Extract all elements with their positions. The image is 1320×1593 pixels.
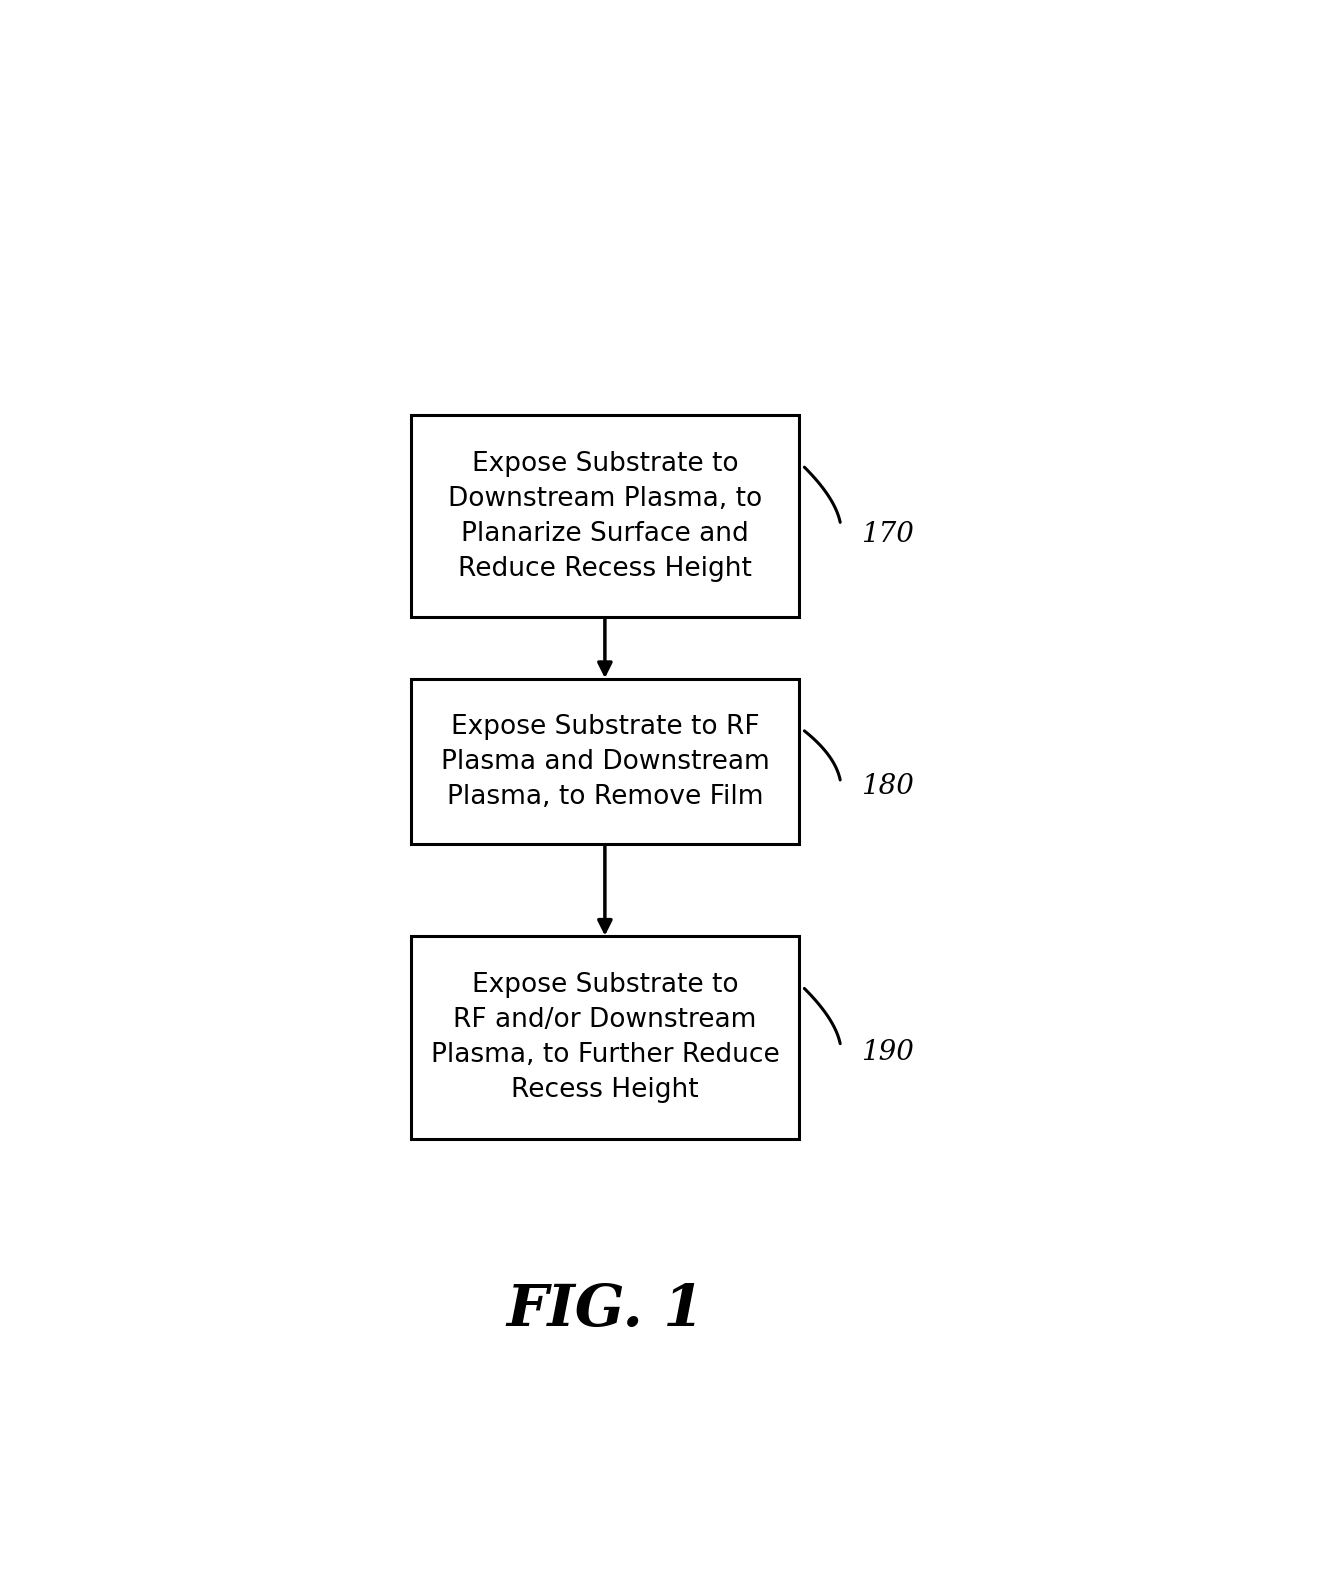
Text: FIG. 1: FIG. 1 <box>506 1282 704 1338</box>
Text: 180: 180 <box>861 773 913 800</box>
Text: Expose Substrate to
RF and/or Downstream
Plasma, to Further Reduce
Recess Height: Expose Substrate to RF and/or Downstream… <box>430 972 779 1102</box>
Text: 190: 190 <box>861 1039 913 1066</box>
FancyBboxPatch shape <box>411 679 800 844</box>
Text: 170: 170 <box>861 521 913 548</box>
FancyBboxPatch shape <box>411 937 800 1139</box>
FancyBboxPatch shape <box>411 416 800 618</box>
Text: Expose Substrate to
Downstream Plasma, to
Planarize Surface and
Reduce Recess He: Expose Substrate to Downstream Plasma, t… <box>447 451 762 581</box>
Text: Expose Substrate to RF
Plasma and Downstream
Plasma, to Remove Film: Expose Substrate to RF Plasma and Downst… <box>441 714 770 809</box>
